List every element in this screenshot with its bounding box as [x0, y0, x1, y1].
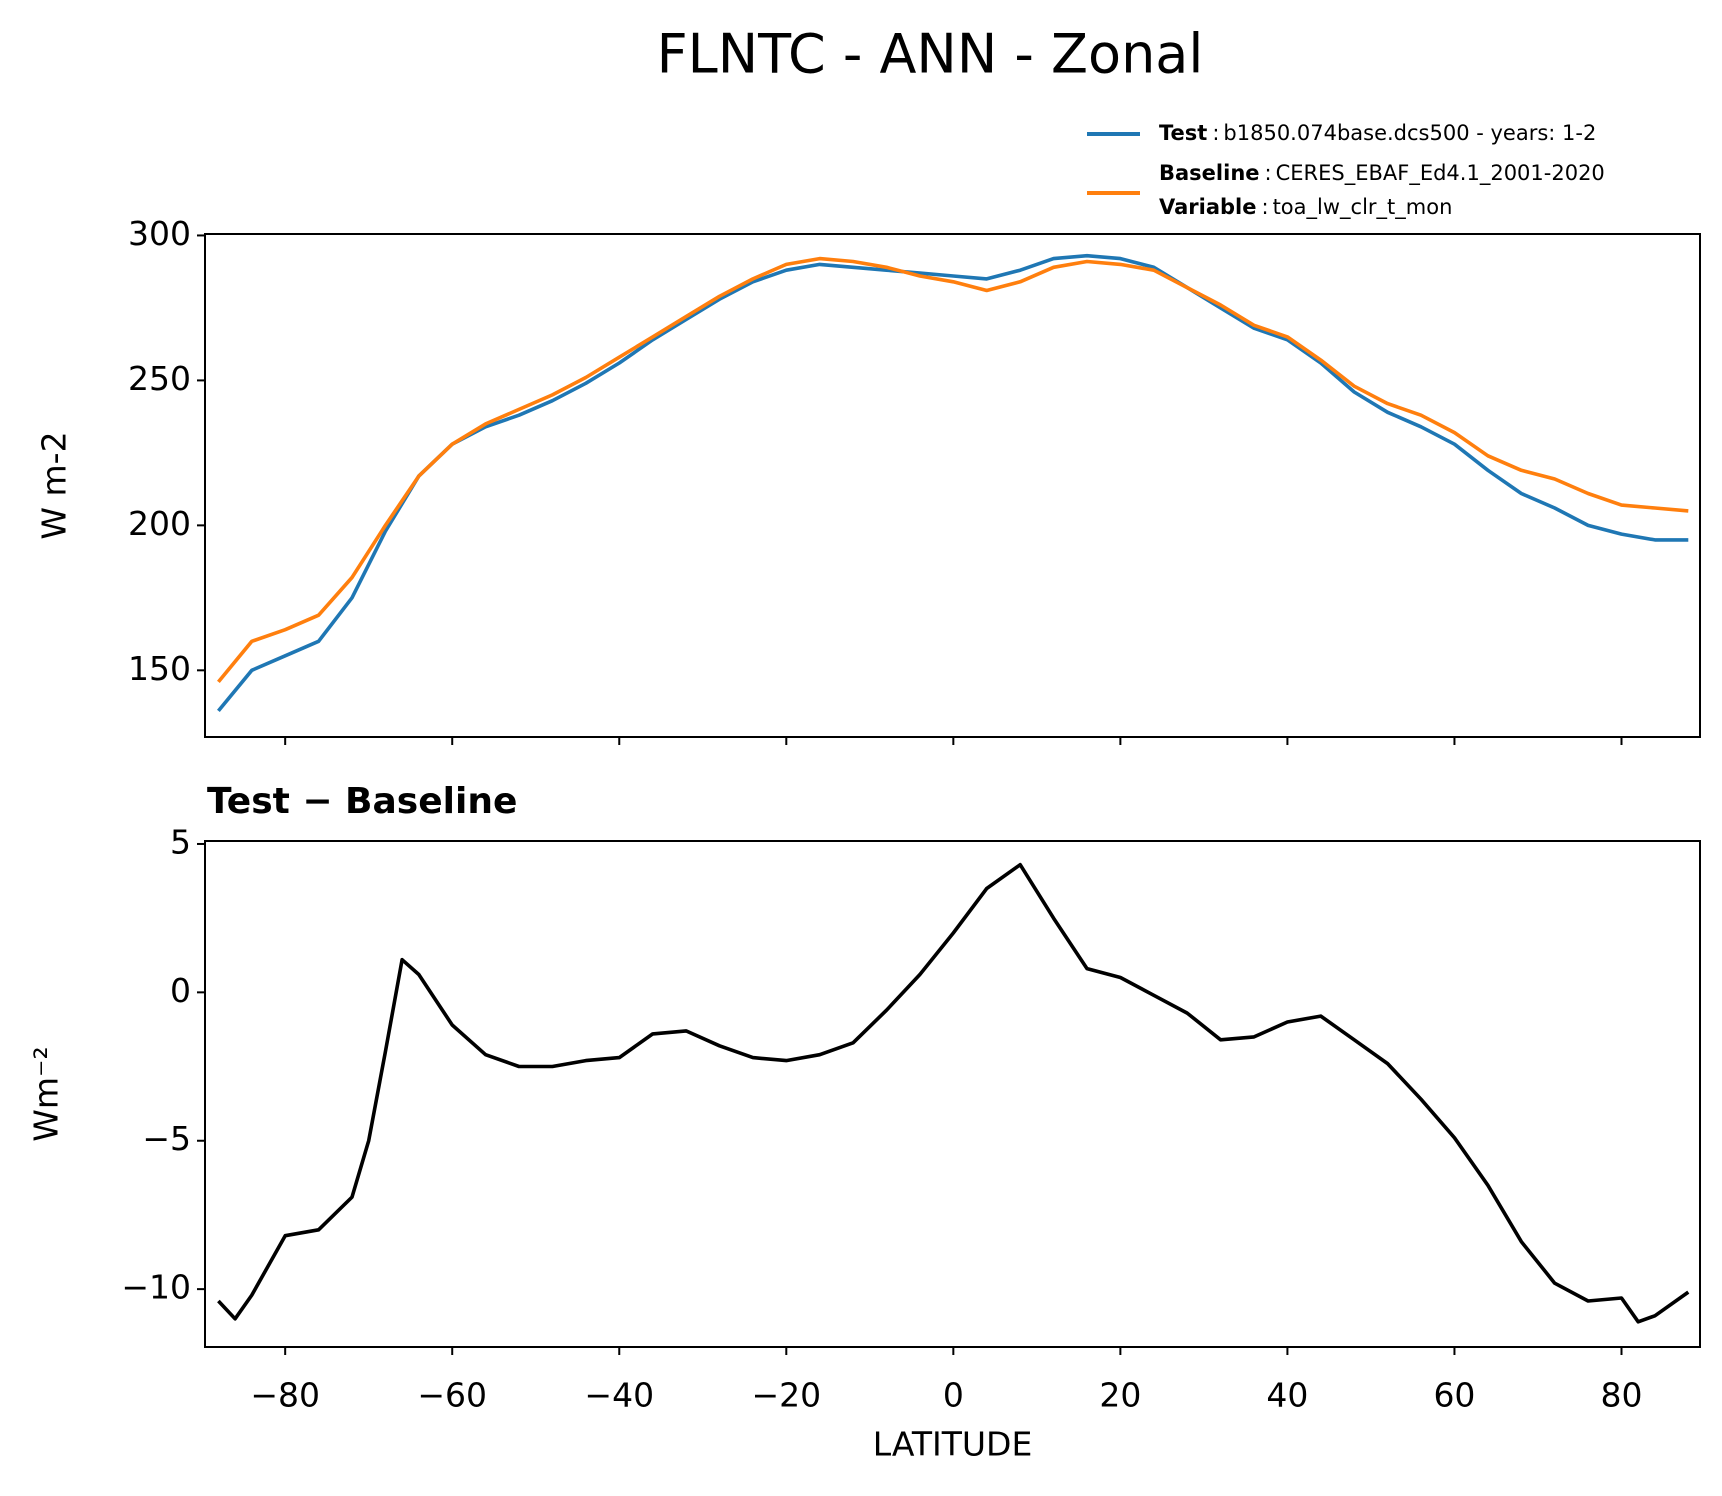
y-tick-label: −5 — [142, 1119, 191, 1158]
x-tick-label: −20 — [751, 1376, 821, 1415]
y-tick-label: 250 — [128, 359, 191, 398]
legend-name: Baseline — [1159, 161, 1260, 185]
y-tick-label: 150 — [128, 649, 191, 688]
y-axis-label: Wm⁻² — [27, 1046, 66, 1141]
x-tick-label: 20 — [1099, 1376, 1141, 1415]
y-tick-label: −10 — [121, 1268, 191, 1307]
y-tick-label: 200 — [128, 504, 191, 543]
series-line — [217, 862, 1690, 1324]
x-tick-label: 40 — [1266, 1376, 1308, 1415]
legend-label: toa_lw_clr_t_mon — [1273, 195, 1453, 220]
legend-name: Variable — [1159, 195, 1256, 219]
x-tick-label: 0 — [943, 1376, 964, 1415]
legend-separator: : — [1212, 121, 1219, 145]
plot-frame — [204, 840, 1701, 1348]
y-tick-label: 0 — [170, 971, 191, 1010]
y-tick-label: 5 — [170, 822, 191, 861]
y-tick-label: 300 — [128, 214, 191, 253]
x-tick-label: −80 — [250, 1376, 320, 1415]
legend-separator: : — [1265, 161, 1272, 185]
legend-separator: : — [1261, 195, 1268, 219]
legend-entry: Variable: toa_lw_clr_t_mon — [1159, 195, 1452, 220]
x-tick-label: 80 — [1600, 1376, 1642, 1415]
legend-entry: Baseline: CERES_EBAF_Ed4.1_2001-2020 — [1159, 161, 1605, 186]
x-tick-label: 60 — [1433, 1376, 1475, 1415]
plot-frame — [204, 233, 1701, 738]
series-line — [217, 256, 1689, 684]
subplot-title: Test − Baseline — [207, 781, 517, 822]
legend-entry: Test: b1850.074base.dcs500 - years: 1-2 — [1159, 121, 1596, 145]
x-tick-label: −60 — [417, 1376, 487, 1415]
x-tick-label: −40 — [584, 1376, 654, 1415]
legend-name: Test — [1159, 121, 1207, 145]
legend-label: b1850.074base.dcs500 - years: 1-2 — [1223, 121, 1596, 145]
legend-label: CERES_EBAF_Ed4.1_2001-2020 — [1276, 161, 1605, 186]
y-axis-label: W m-2 — [35, 431, 74, 539]
figure-title: FLNTC - ANN - Zonal — [657, 23, 1204, 86]
x-axis-label: LATITUDE — [873, 1425, 1033, 1464]
